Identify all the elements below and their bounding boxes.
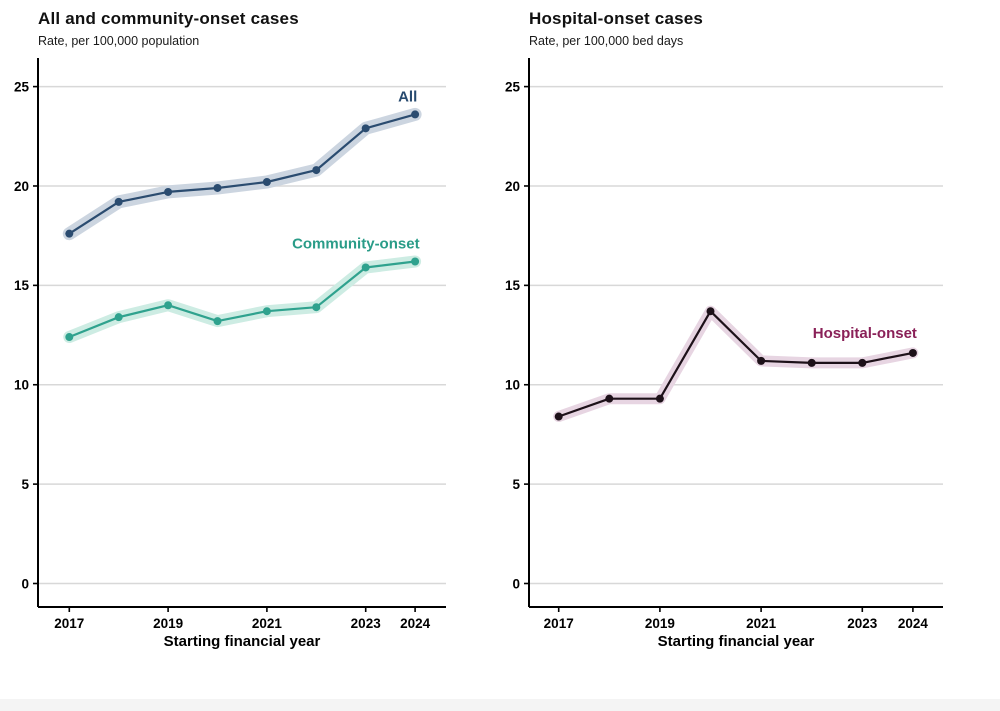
data-point bbox=[164, 187, 173, 196]
y-tick-label: 15 bbox=[14, 278, 30, 293]
data-point bbox=[411, 110, 420, 119]
data-point bbox=[757, 356, 766, 365]
data-point bbox=[361, 124, 370, 133]
data-point bbox=[807, 358, 816, 367]
y-tick-label: 20 bbox=[505, 179, 520, 194]
data-point bbox=[213, 317, 222, 326]
data-point bbox=[65, 229, 74, 238]
data-point bbox=[858, 358, 867, 367]
y-tick-label: 10 bbox=[14, 378, 29, 393]
panel-subtitle: Rate, per 100,000 population bbox=[38, 34, 200, 48]
y-tick-label: 0 bbox=[512, 576, 520, 591]
data-point bbox=[655, 394, 664, 403]
y-tick-label: 15 bbox=[505, 278, 521, 293]
data-point bbox=[605, 394, 614, 403]
x-tick-label: 2019 bbox=[153, 616, 183, 631]
x-tick-label: 2017 bbox=[54, 616, 84, 631]
data-point bbox=[213, 183, 222, 192]
y-tick-label: 10 bbox=[505, 378, 520, 393]
y-tick-label: 25 bbox=[14, 79, 30, 94]
panel-title: Hospital-onset cases bbox=[529, 9, 704, 28]
series-ribbon-all bbox=[62, 107, 422, 241]
series-label-community-onset: Community-onset bbox=[292, 236, 420, 253]
data-point bbox=[262, 178, 271, 187]
series-line-all bbox=[68, 113, 417, 235]
series-line-community-onset bbox=[68, 260, 417, 339]
data-point bbox=[312, 166, 321, 175]
data-point bbox=[262, 307, 271, 316]
x-tick-label: 2017 bbox=[544, 616, 574, 631]
x-tick-label: 2024 bbox=[400, 616, 431, 631]
data-point bbox=[908, 348, 917, 357]
x-axis-title: Starting financial year bbox=[164, 633, 321, 650]
data-point bbox=[411, 257, 420, 266]
data-point bbox=[114, 313, 123, 322]
x-tick-label: 2021 bbox=[252, 616, 283, 631]
panel-subtitle: Rate, per 100,000 bed days bbox=[529, 34, 684, 48]
panel-all-community: All and community-onset cases Rate, per … bbox=[0, 0, 500, 700]
y-tick-label: 5 bbox=[21, 477, 29, 492]
plot-all-community: 0 5 10 15 20 25 All Community-onset 2017 2019 2021… bbox=[14, 58, 446, 650]
bottom-edge bbox=[0, 699, 1000, 711]
data-point bbox=[554, 412, 563, 421]
panel-hospital: Hospital-onset cases Rate, per 100,000 b… bbox=[500, 0, 1000, 700]
y-tick-label: 5 bbox=[512, 477, 520, 492]
panel-title: All and community-onset cases bbox=[38, 9, 299, 28]
y-tick-label: 25 bbox=[505, 79, 521, 94]
data-point bbox=[164, 301, 173, 310]
data-point bbox=[706, 307, 715, 316]
x-axis-title: Starting financial year bbox=[658, 633, 815, 650]
series-line-hospital-onset bbox=[557, 310, 914, 418]
x-tick-label: 2023 bbox=[351, 616, 382, 631]
plot-hospital: 0 5 10 15 20 25 Hospital-onset 2017 2019 2021 2023… bbox=[505, 58, 943, 650]
series-ribbon-community-onset bbox=[63, 255, 422, 343]
x-tick-label: 2023 bbox=[847, 616, 878, 631]
x-tick-label: 2024 bbox=[898, 616, 929, 631]
series-label-all: All bbox=[398, 89, 417, 106]
data-point bbox=[361, 263, 370, 272]
y-tick-label: 0 bbox=[21, 576, 29, 591]
series-label-hospital-onset: Hospital-onset bbox=[813, 325, 917, 342]
data-point bbox=[312, 303, 321, 312]
x-tick-label: 2021 bbox=[746, 616, 777, 631]
data-point bbox=[114, 197, 123, 206]
data-point bbox=[65, 333, 74, 342]
y-tick-label: 20 bbox=[14, 179, 29, 194]
x-tick-label: 2019 bbox=[645, 616, 675, 631]
